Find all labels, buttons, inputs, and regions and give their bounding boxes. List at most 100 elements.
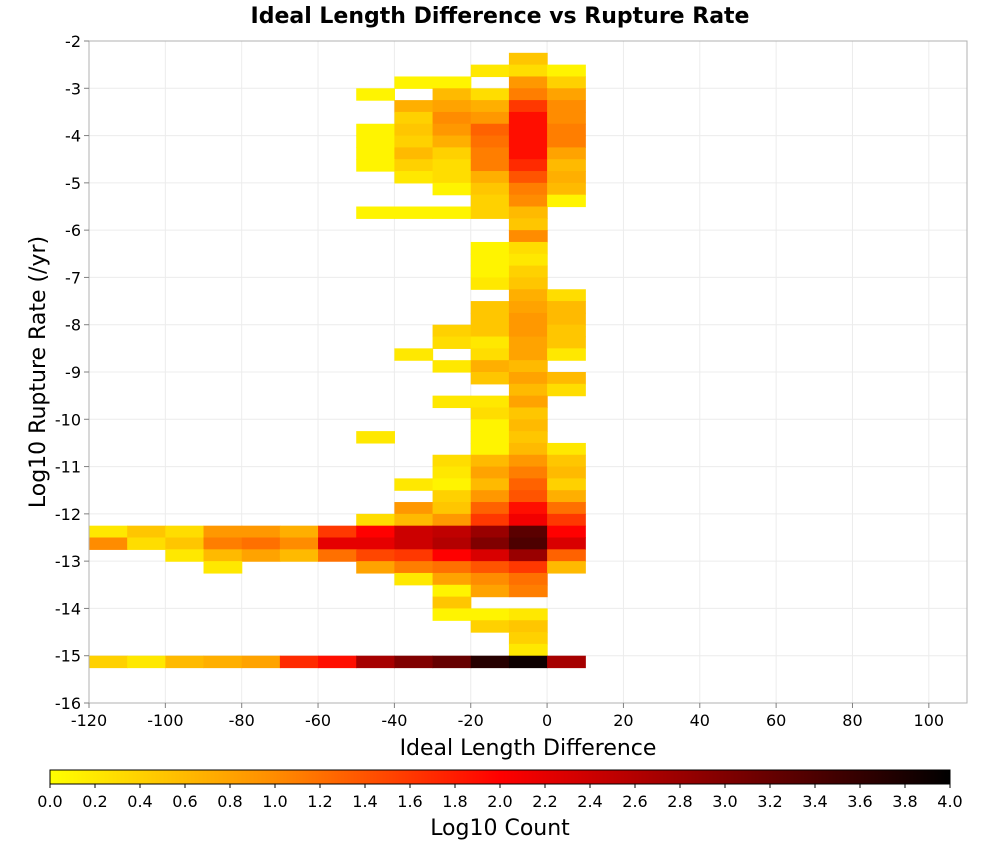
heatmap-cell xyxy=(508,572,548,586)
heatmap-cell xyxy=(318,549,357,562)
heatmap-cell xyxy=(470,502,510,515)
heatmap-cell xyxy=(432,135,472,148)
x-tick-label: 80 xyxy=(842,711,862,730)
heatmap-cell xyxy=(508,147,548,160)
heatmap-cell xyxy=(432,549,472,562)
x-tick-label: -60 xyxy=(305,711,331,730)
heatmap-cell xyxy=(508,454,548,468)
y-tick-label: -6 xyxy=(65,221,81,240)
heatmap-cell xyxy=(470,454,510,468)
heatmap-cell xyxy=(470,301,510,314)
heatmap-cell xyxy=(470,442,510,456)
colorbar-tick-label: 1.4 xyxy=(352,792,377,811)
heatmap-cell xyxy=(356,549,395,562)
heatmap-cell xyxy=(470,88,510,101)
heatmap-cell xyxy=(547,549,586,562)
heatmap-cell xyxy=(547,513,586,527)
heatmap-cell xyxy=(432,572,472,586)
heatmap-cell xyxy=(432,324,472,338)
x-tick-label: 20 xyxy=(613,711,633,730)
heatmap-cell xyxy=(547,502,586,515)
heatmap-cell xyxy=(470,431,510,444)
heatmap-cell xyxy=(547,159,586,172)
heatmap-cell xyxy=(547,490,586,503)
heatmap-cell xyxy=(470,312,510,326)
heatmap-cell xyxy=(508,525,548,539)
heatmap-cell xyxy=(356,206,395,219)
x-tick-label: -120 xyxy=(71,711,107,730)
heatmap-cell xyxy=(508,643,548,657)
heatmap-cell xyxy=(394,502,434,515)
heatmap-cell xyxy=(241,549,281,562)
heatmap-cell xyxy=(394,537,434,550)
heatmap-cell xyxy=(508,383,548,397)
heatmap-cell xyxy=(508,490,548,503)
heatmap-cell xyxy=(508,100,548,113)
heatmap-cell xyxy=(394,123,434,137)
heatmap-cell xyxy=(356,135,395,148)
heatmap-cell xyxy=(432,525,472,539)
heatmap-cell xyxy=(470,182,510,196)
heatmap-cell xyxy=(394,100,434,113)
heatmap-cell xyxy=(432,584,472,598)
colorbar-tick-label: 0.6 xyxy=(172,792,197,811)
heatmap-cell xyxy=(508,289,548,302)
heatmap-cell xyxy=(470,584,510,598)
heatmap-cell xyxy=(432,182,472,196)
heatmap-cell xyxy=(432,360,472,373)
colorbar-tick-label: 2.8 xyxy=(667,792,692,811)
heatmap-cell xyxy=(508,632,548,645)
heatmap-cell xyxy=(470,360,510,373)
colorbar-tick-label: 2.4 xyxy=(577,792,602,811)
heatmap-cell xyxy=(508,348,548,361)
colorbar-tick-label: 2.2 xyxy=(532,792,557,811)
heatmap-cell xyxy=(470,513,510,527)
heatmap-cell xyxy=(470,171,510,184)
heatmap-cell xyxy=(203,561,243,574)
heatmap-cell xyxy=(203,549,243,562)
heatmap-cell xyxy=(508,372,548,385)
colorbar-tick-label: 4.0 xyxy=(937,792,962,811)
heatmap-cell xyxy=(165,525,205,539)
heatmap-cell xyxy=(470,395,510,409)
heatmap-cell xyxy=(508,360,548,373)
heatmap-cell xyxy=(547,135,586,148)
heatmap-cell xyxy=(432,513,472,527)
heatmap-cell xyxy=(470,324,510,338)
heatmap-cell xyxy=(508,584,548,598)
heatmap-cell xyxy=(394,171,434,184)
heatmap-cell xyxy=(470,620,510,633)
colorbar-tick-label: 3.0 xyxy=(712,792,737,811)
colorbar-tick-label: 1.2 xyxy=(307,792,332,811)
x-tick-label: 100 xyxy=(914,711,945,730)
heatmap-cell xyxy=(547,171,586,184)
heatmap-cell xyxy=(356,537,395,550)
heatmap-cell xyxy=(470,478,510,491)
colorbar-tick-label: 0.8 xyxy=(217,792,242,811)
heatmap-cell xyxy=(432,111,472,125)
heatmap-cell xyxy=(394,478,434,491)
heatmap-cell xyxy=(470,572,510,586)
heatmap-cell xyxy=(203,537,243,550)
x-tick-label: -80 xyxy=(229,711,255,730)
heatmap-cell xyxy=(394,572,434,586)
colorbar-tick-label: 3.4 xyxy=(802,792,827,811)
heatmap-cell xyxy=(394,513,434,527)
heatmap-cell xyxy=(547,561,586,574)
heatmap-cell xyxy=(203,525,243,539)
colorbar-tick-label: 1.8 xyxy=(442,792,467,811)
y-tick-label: -14 xyxy=(55,599,81,618)
heatmap-cell xyxy=(432,502,472,515)
heatmap-cell xyxy=(547,100,586,113)
x-axis-ticks: -120 -100 -80 -60 -40 -20 0 20 40 60 80 100 xyxy=(71,703,944,730)
heatmap-cell xyxy=(470,159,510,172)
colorbar xyxy=(49,769,951,785)
colorbar-label: Log10 Count xyxy=(430,816,570,841)
heatmap-cell xyxy=(508,502,548,515)
heatmap-cell xyxy=(165,537,205,550)
heatmap-cell xyxy=(508,206,548,219)
heatmap-cell xyxy=(508,218,548,231)
heatmap-cell xyxy=(508,265,548,279)
colorbar-tick-label: 1.6 xyxy=(397,792,422,811)
heatmap-cell xyxy=(508,135,548,148)
